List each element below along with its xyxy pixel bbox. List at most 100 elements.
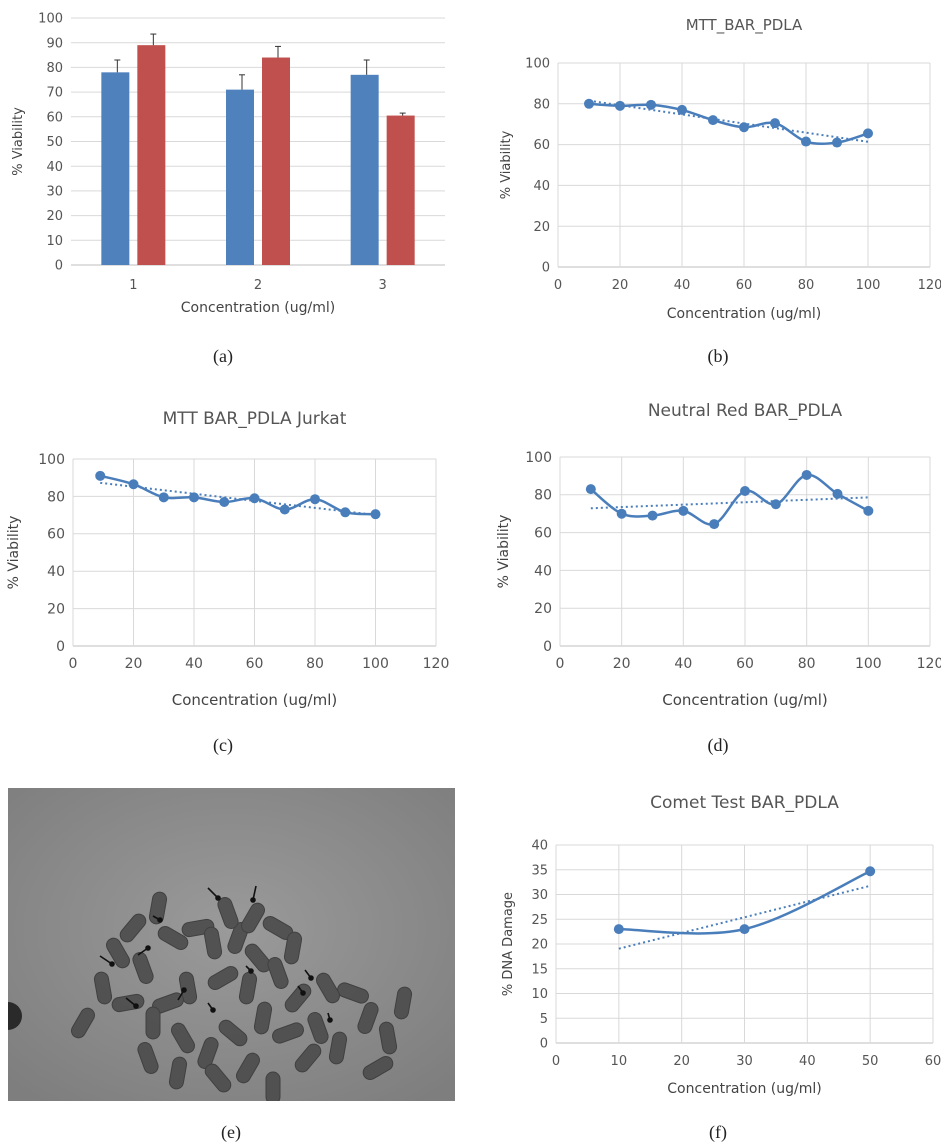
panel-label-e: (e) bbox=[221, 1122, 241, 1142]
data-point bbox=[708, 115, 718, 126]
data-point bbox=[646, 99, 656, 110]
y-tick-label: 60 bbox=[534, 526, 552, 542]
chromosome bbox=[145, 1006, 161, 1040]
chromosome bbox=[217, 897, 239, 929]
x-tick-label: 80 bbox=[798, 278, 815, 293]
chart-title: Comet Test BAR_PDLA bbox=[650, 793, 839, 813]
x-tick-label: 1 bbox=[129, 278, 137, 293]
x-tick-label: 60 bbox=[736, 656, 754, 672]
data-point bbox=[832, 488, 843, 499]
x-tick-label: 0 bbox=[554, 278, 562, 293]
chart-title: Neutral Red BAR_PDLA bbox=[648, 401, 843, 421]
chromosome bbox=[244, 943, 272, 973]
chromosome bbox=[316, 972, 340, 1004]
data-point bbox=[863, 128, 873, 139]
bar bbox=[350, 74, 379, 265]
bar bbox=[226, 89, 254, 265]
data-point bbox=[739, 924, 750, 935]
data-point bbox=[770, 118, 780, 129]
x-tick-label: 20 bbox=[673, 1054, 690, 1069]
arrow-head bbox=[250, 897, 256, 903]
arrow-head bbox=[109, 961, 115, 967]
trend-line bbox=[588, 99, 869, 143]
y-tick-label: 5 bbox=[540, 1012, 548, 1027]
chromosome bbox=[106, 937, 130, 969]
y-axis-label: % DNA Damage bbox=[501, 892, 516, 996]
y-tick-label: 15 bbox=[531, 962, 548, 977]
chart-title: MTT_BAR_PDLA bbox=[686, 16, 803, 35]
y-tick-label: 25 bbox=[531, 913, 548, 928]
x-tick-label: 0 bbox=[69, 656, 78, 672]
arrow-head bbox=[133, 1003, 139, 1009]
y-axis-label: % Viability bbox=[11, 107, 26, 176]
bar bbox=[137, 45, 166, 265]
chromosome bbox=[307, 1012, 329, 1044]
chromosome bbox=[236, 1052, 260, 1084]
x-tick-label: 0 bbox=[556, 656, 565, 672]
chromosome bbox=[171, 1022, 195, 1054]
chart-b: MTT_BAR_PDLA 0 20 40 60 80 100 % Viability Conce… bbox=[499, 16, 941, 322]
arrow-head bbox=[210, 1007, 216, 1013]
chromosome bbox=[357, 1002, 379, 1034]
y-tick-label: 40 bbox=[534, 563, 552, 579]
y-tick-label: 100 bbox=[525, 57, 550, 72]
chromosome bbox=[178, 971, 198, 1005]
chromosome bbox=[218, 1019, 248, 1047]
y-tick-label: 100 bbox=[525, 450, 552, 466]
chromosome bbox=[272, 1022, 304, 1044]
y-tick-label: 60 bbox=[47, 527, 65, 543]
x-tick-label: 40 bbox=[674, 278, 691, 293]
y-tick-label: 20 bbox=[47, 602, 65, 618]
data-point bbox=[801, 136, 811, 147]
chromosome bbox=[204, 1063, 232, 1093]
chart-d: Neutral Red BAR_PDLA 0 20 40 60 80 100 % Viabil… bbox=[496, 401, 941, 709]
data-point bbox=[158, 492, 169, 503]
data-point bbox=[219, 497, 230, 508]
y-tick-label: 100 bbox=[38, 452, 65, 468]
chromosome bbox=[119, 913, 147, 943]
chromosome bbox=[241, 902, 265, 934]
data-point bbox=[770, 499, 781, 510]
y-tick-label: 0 bbox=[540, 1037, 548, 1052]
trend-line bbox=[590, 496, 869, 510]
series-line bbox=[588, 102, 869, 146]
x-tick-label: 100 bbox=[856, 278, 881, 293]
y-tick-label: 0 bbox=[542, 261, 550, 276]
series-line bbox=[590, 473, 869, 526]
data-point bbox=[740, 486, 750, 497]
y-tick-label: 0 bbox=[543, 639, 552, 655]
arrow-head bbox=[157, 917, 163, 923]
x-tick-label: 40 bbox=[799, 1054, 816, 1069]
chromosome bbox=[203, 926, 223, 960]
x-tick-label: 80 bbox=[306, 656, 324, 672]
x-tick-label: 60 bbox=[925, 1054, 941, 1069]
panel-label-b: (b) bbox=[707, 346, 729, 366]
x-tick-label: 80 bbox=[798, 656, 816, 672]
arrow-head bbox=[300, 990, 306, 996]
trend-line bbox=[100, 481, 376, 516]
trend-line bbox=[618, 884, 871, 950]
panel-label-f: (f) bbox=[709, 1122, 727, 1142]
chromosome bbox=[283, 931, 303, 965]
x-tick-label: 20 bbox=[613, 656, 631, 672]
chromosome-micrograph-image bbox=[8, 788, 455, 1101]
y-tick-label: 40 bbox=[533, 179, 550, 194]
data-point bbox=[616, 508, 627, 519]
y-tick-label: 20 bbox=[46, 209, 63, 224]
x-tick-label: 30 bbox=[736, 1054, 753, 1069]
panel-label-d: (d) bbox=[707, 735, 729, 755]
x-tick-label: 60 bbox=[246, 656, 264, 672]
chromosome-micrograph bbox=[8, 788, 455, 1101]
x-axis-label: Concentration (ug/ml) bbox=[667, 1081, 821, 1097]
y-tick-label: 80 bbox=[46, 61, 63, 76]
chromosome bbox=[362, 1056, 394, 1080]
chromosome bbox=[157, 925, 189, 950]
data-point bbox=[677, 104, 687, 115]
chart-f: Comet Test BAR_PDLA 0 5 10 15 20 25 30 35 40 % DNA… bbox=[501, 793, 941, 1097]
x-tick-label: 3 bbox=[379, 278, 387, 293]
y-tick-label: 70 bbox=[46, 86, 63, 101]
y-tick-label: 20 bbox=[534, 601, 552, 617]
arrow-head bbox=[248, 968, 254, 974]
arrow-head bbox=[308, 975, 314, 981]
y-axis-label: % Viability bbox=[496, 515, 512, 589]
